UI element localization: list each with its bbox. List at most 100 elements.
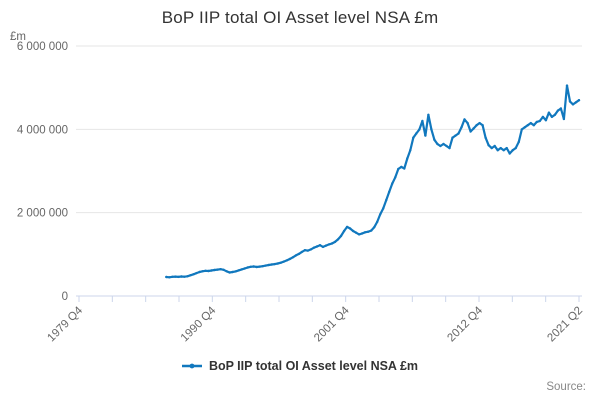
data-point[interactable] [547, 111, 551, 114]
data-point[interactable] [448, 146, 451, 150]
data-point[interactable] [252, 265, 255, 268]
data-point[interactable] [231, 270, 234, 274]
data-point[interactable] [228, 271, 231, 274]
data-point[interactable] [279, 261, 282, 264]
data-point[interactable] [424, 134, 427, 137]
data-point[interactable] [180, 275, 183, 278]
data-point[interactable] [436, 142, 439, 146]
data-point[interactable] [336, 238, 340, 241]
data-point[interactable] [394, 176, 397, 179]
data-point[interactable] [496, 149, 499, 152]
data-point[interactable] [535, 120, 538, 124]
data-point[interactable] [391, 182, 394, 185]
data-point[interactable] [318, 244, 322, 247]
data-point[interactable] [382, 207, 385, 210]
data-point[interactable] [363, 231, 367, 234]
data-point[interactable] [490, 146, 493, 150]
data-point[interactable] [297, 252, 301, 256]
data-point[interactable] [379, 213, 382, 216]
data-point[interactable] [276, 262, 279, 265]
data-point[interactable] [258, 265, 261, 268]
data-point[interactable] [171, 275, 174, 278]
data-point[interactable] [351, 229, 355, 233]
data-point[interactable] [237, 269, 240, 272]
data-point[interactable] [544, 119, 548, 122]
data-point[interactable] [204, 269, 207, 272]
data-point[interactable] [270, 263, 273, 266]
data-point[interactable] [282, 260, 285, 263]
data-point[interactable] [225, 270, 228, 273]
data-point[interactable] [306, 249, 310, 252]
data-point[interactable] [538, 119, 541, 123]
data-point[interactable] [493, 144, 496, 148]
data-point[interactable] [177, 275, 180, 279]
data-point[interactable] [210, 269, 213, 272]
data-point[interactable] [526, 124, 529, 127]
data-point[interactable] [183, 275, 186, 278]
data-point[interactable] [168, 276, 171, 279]
data-point[interactable] [216, 268, 219, 271]
data-point[interactable] [514, 146, 517, 150]
data-point[interactable] [264, 264, 267, 267]
data-point[interactable] [502, 149, 505, 152]
data-point[interactable] [354, 231, 358, 234]
data-point[interactable] [186, 275, 189, 278]
data-point[interactable] [342, 229, 346, 233]
data-point[interactable] [348, 227, 352, 230]
data-point[interactable] [418, 128, 421, 131]
data-point[interactable] [267, 263, 270, 267]
legend-item[interactable]: BoP IIP total OI Asset level NSA £m [0, 359, 600, 373]
data-point[interactable] [294, 254, 298, 257]
data-point[interactable] [240, 268, 243, 271]
series-line[interactable] [165, 84, 581, 279]
data-point[interactable] [357, 233, 361, 236]
data-point[interactable] [556, 109, 560, 112]
data-point[interactable] [577, 99, 581, 102]
data-point[interactable] [430, 128, 433, 131]
data-point[interactable] [303, 249, 307, 252]
data-point[interactable] [300, 250, 304, 254]
data-point[interactable] [499, 146, 502, 150]
data-point[interactable] [454, 134, 457, 137]
data-point[interactable] [249, 265, 252, 268]
data-point[interactable] [433, 138, 436, 141]
data-point[interactable] [559, 107, 563, 110]
data-point[interactable] [532, 124, 535, 127]
data-point[interactable] [360, 232, 364, 235]
data-point[interactable] [373, 226, 376, 229]
data-point[interactable] [376, 220, 379, 224]
data-point[interactable] [261, 265, 264, 268]
data-point[interactable] [345, 225, 349, 229]
data-point[interactable] [508, 152, 511, 155]
data-point[interactable] [339, 234, 343, 238]
data-point[interactable] [207, 269, 210, 273]
data-point[interactable] [213, 268, 216, 272]
data-point[interactable] [484, 136, 487, 139]
data-point[interactable] [511, 149, 514, 152]
data-point[interactable] [442, 142, 445, 146]
data-point[interactable] [478, 121, 481, 125]
data-point[interactable] [192, 273, 195, 276]
data-point[interactable] [427, 113, 430, 117]
data-point[interactable] [330, 242, 334, 245]
data-point[interactable] [451, 136, 454, 139]
data-point[interactable] [409, 149, 412, 152]
data-point[interactable] [385, 199, 388, 202]
data-point[interactable] [312, 246, 316, 249]
data-point[interactable] [273, 262, 276, 266]
data-point[interactable] [472, 127, 475, 130]
data-point[interactable] [189, 274, 192, 277]
data-point[interactable] [327, 243, 331, 246]
data-point[interactable] [445, 144, 448, 148]
data-point[interactable] [520, 128, 523, 131]
data-point[interactable] [568, 100, 572, 103]
data-point[interactable] [466, 121, 469, 125]
data-point[interactable] [439, 144, 442, 148]
data-point[interactable] [406, 157, 409, 160]
data-point[interactable] [403, 167, 406, 170]
data-point[interactable] [412, 136, 415, 139]
data-point[interactable] [219, 268, 222, 271]
data-point[interactable] [541, 115, 545, 119]
data-point[interactable] [222, 268, 225, 271]
data-point[interactable] [457, 132, 460, 135]
